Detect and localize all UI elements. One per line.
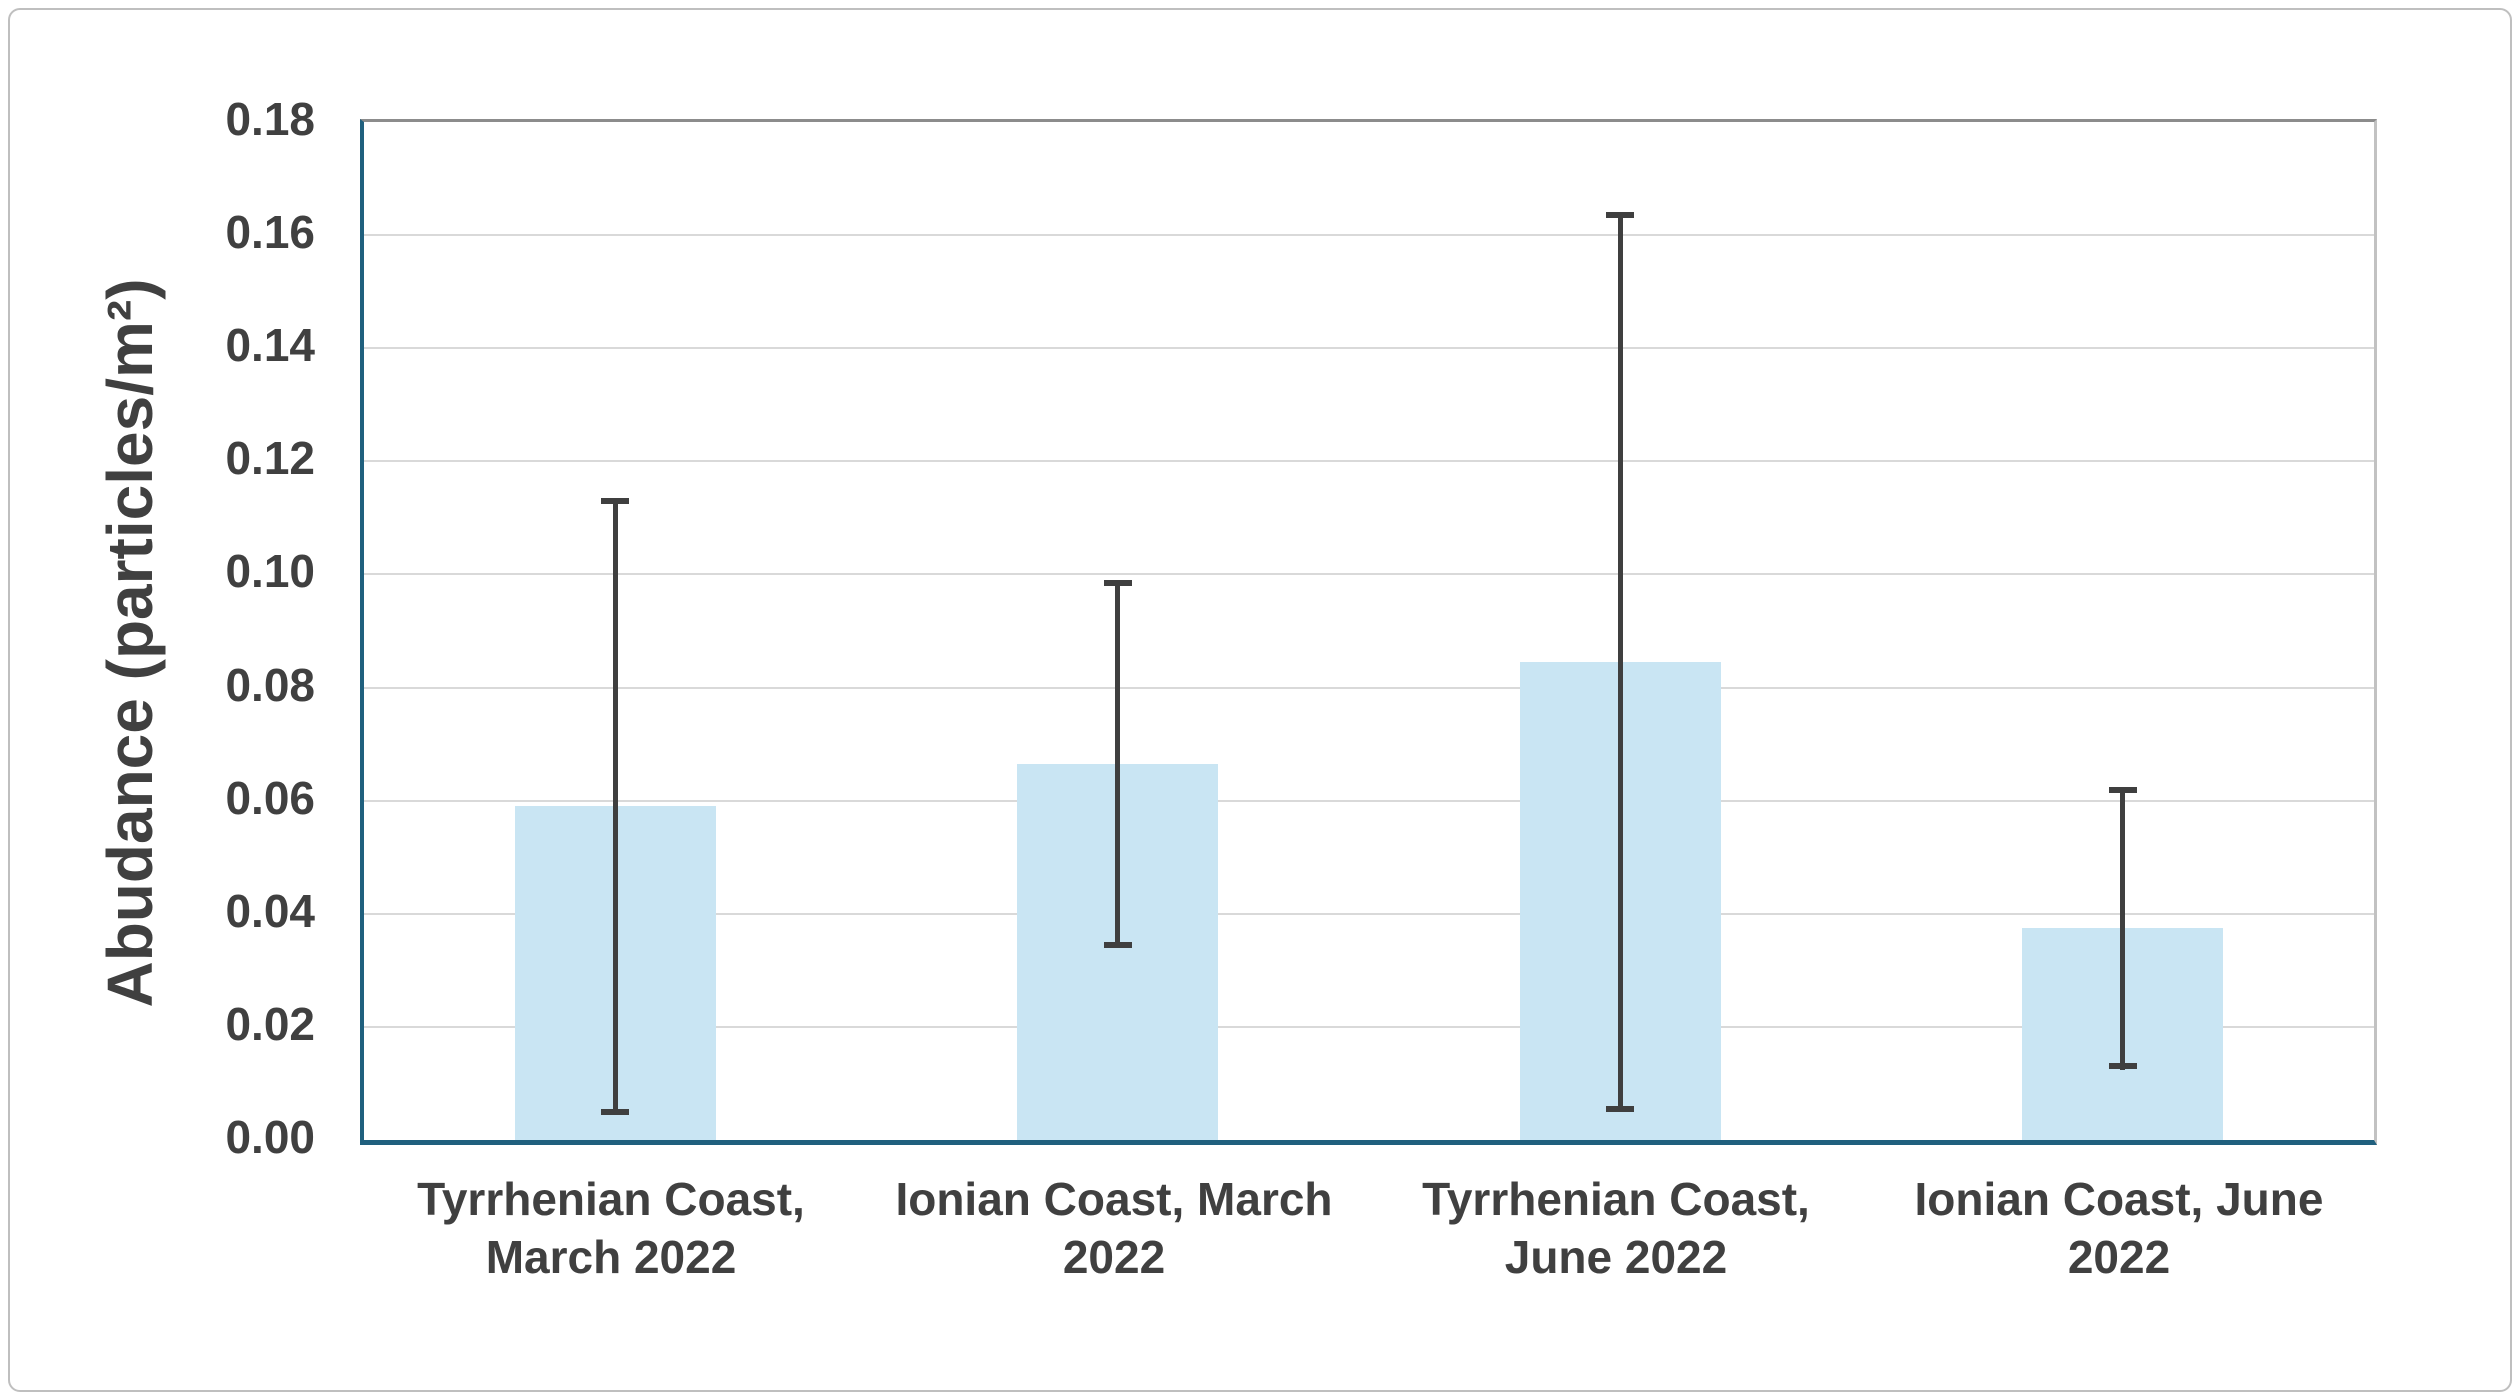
- gridline: [364, 686, 2374, 689]
- error-bar-bottom-cap: [601, 1109, 629, 1115]
- x-category-label-line: 2022: [2067, 1231, 2171, 1283]
- x-category-label: Tyrrhenian Coast, March 2022: [201, 1170, 1021, 1286]
- error-bar-line: [1115, 580, 1120, 948]
- gridline: [364, 912, 2374, 915]
- y-tick-label: 0.06: [225, 771, 315, 824]
- x-category-label-line: Tyrrhenian Coast,: [417, 1173, 805, 1225]
- x-category-label: Ionian Coast, March 2022: [704, 1170, 1524, 1286]
- error-bar-top-cap: [1104, 580, 1132, 586]
- gridline: [364, 1025, 2374, 1028]
- error-bar-top-cap: [1606, 212, 1634, 218]
- error-bar-line: [1618, 212, 1623, 1111]
- x-category-label-line: Tyrrhenian Coast,: [1422, 1173, 1810, 1225]
- y-tick-label: 0.00: [225, 1111, 315, 1163]
- error-bar-top-cap: [2109, 787, 2137, 793]
- x-category-label-line: Ionian Coast, June: [1914, 1173, 2324, 1225]
- error-bar-line: [613, 498, 618, 1114]
- y-tick-label: 0.08: [225, 658, 315, 711]
- error-bar-bottom-cap: [2109, 1063, 2137, 1069]
- x-category-label: Tyrrhenian Coast, June 2022: [1206, 1170, 2026, 1286]
- y-tick-label: 0.14: [225, 319, 315, 372]
- gridline: [364, 573, 2374, 576]
- error-bar-top-cap: [601, 498, 629, 504]
- gridline: [364, 347, 2374, 350]
- y-tick-label: 0.16: [225, 206, 315, 259]
- x-category-label-line: March 2022: [485, 1231, 737, 1283]
- gridline: [364, 234, 2374, 237]
- y-tick-label: 0.02: [225, 997, 315, 1050]
- x-category-label: Ionian Coast, June 2022: [1709, 1170, 2520, 1286]
- y-tick-label: 0.10: [225, 545, 315, 598]
- error-bar-bottom-cap: [1606, 1106, 1634, 1112]
- x-category-label-line: June 2022: [1504, 1231, 1728, 1283]
- y-tick-label: 0.18: [225, 93, 315, 145]
- gridline: [364, 460, 2374, 463]
- error-bar-line: [2120, 787, 2125, 1070]
- y-tick-label: 0.12: [225, 432, 315, 485]
- error-bar-bottom-cap: [1104, 942, 1132, 948]
- gridline: [364, 799, 2374, 802]
- x-category-label-line: Ionian Coast, March: [895, 1173, 1333, 1225]
- x-category-label-line: 2022: [1062, 1231, 1166, 1283]
- plot-area: [360, 119, 2377, 1145]
- y-tick-label: 0.04: [225, 884, 315, 937]
